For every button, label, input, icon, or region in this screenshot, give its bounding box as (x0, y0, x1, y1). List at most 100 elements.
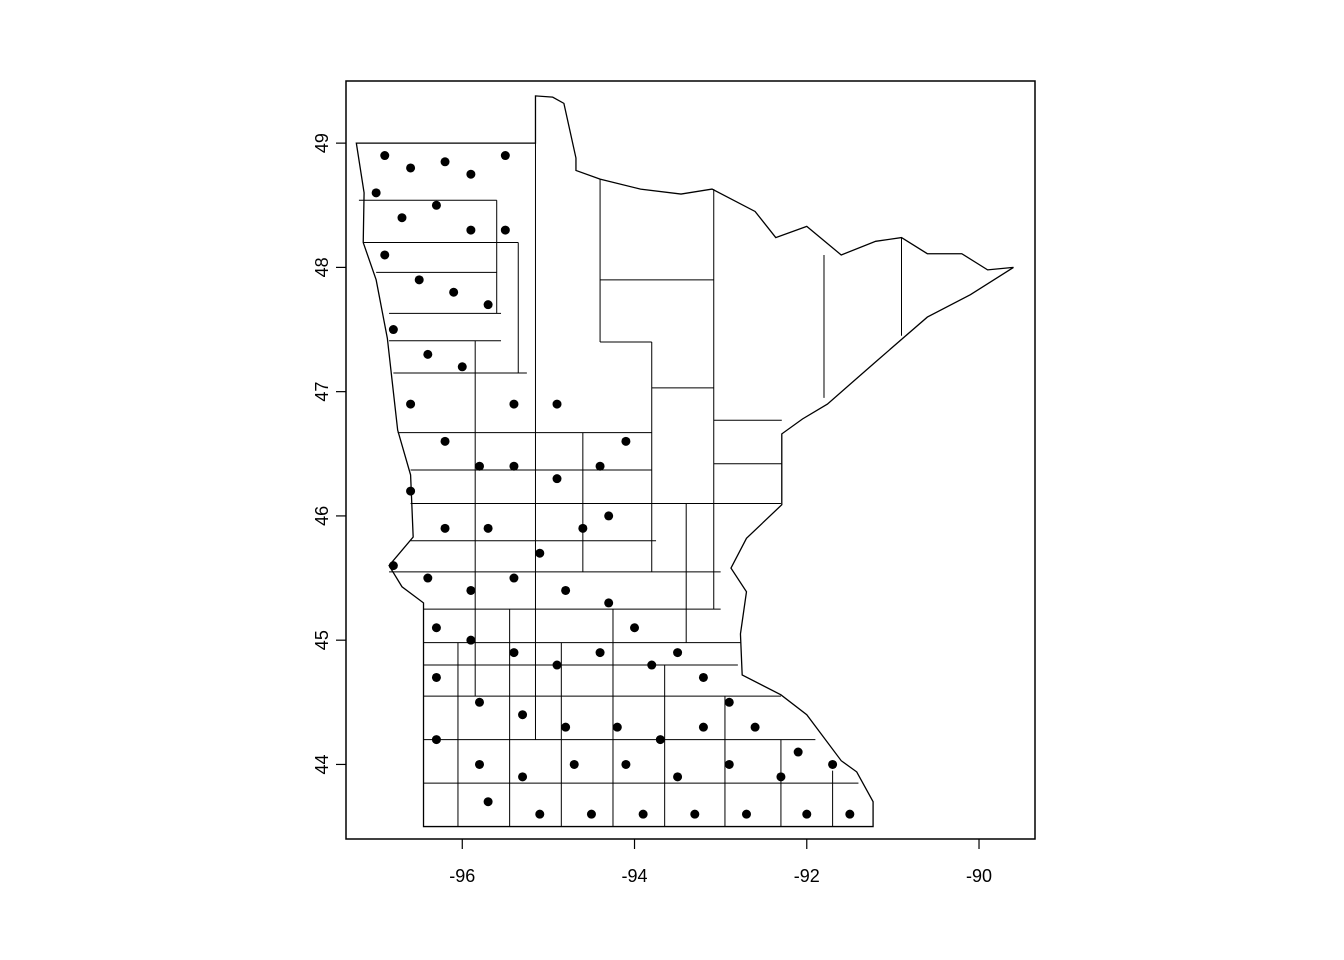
data-point (431, 623, 441, 633)
data-point (690, 809, 700, 819)
data-point (630, 623, 640, 633)
x-tick-label: -90 (966, 866, 992, 886)
data-point (569, 759, 579, 769)
state-outline (355, 95, 1014, 828)
data-point (380, 250, 390, 260)
data-point (621, 436, 631, 446)
y-tick-1: 44 (312, 754, 346, 774)
data-point (483, 797, 493, 807)
y-tick-2: 45 (312, 630, 346, 650)
data-point (440, 157, 450, 167)
data-point (509, 399, 519, 409)
data-point (431, 735, 441, 745)
data-point (518, 710, 528, 720)
y-tick-6: 49 (312, 133, 346, 153)
data-point (449, 287, 459, 297)
data-point (552, 660, 562, 670)
data-point (578, 523, 588, 533)
data-point (500, 225, 510, 235)
y-tick-5: 48 (312, 257, 346, 277)
data-point (500, 151, 510, 161)
data-point (380, 151, 390, 161)
data-point (741, 809, 751, 819)
data-point (440, 436, 450, 446)
data-point (509, 648, 519, 658)
data-point (845, 809, 855, 819)
data-point (406, 163, 416, 173)
y-tick-label: 45 (312, 630, 332, 650)
data-point (397, 213, 407, 223)
y-tick-label: 46 (312, 506, 332, 526)
data-point (535, 548, 545, 558)
data-point (552, 474, 562, 484)
data-point (423, 349, 433, 359)
data-point (698, 722, 708, 732)
data-point (612, 722, 622, 732)
x-tick-label: -94 (622, 866, 648, 886)
data-point (414, 275, 424, 285)
data-point (388, 325, 398, 335)
state-border (355, 95, 1014, 828)
y-tick-label: 49 (312, 133, 332, 153)
data-point (388, 561, 398, 571)
x-axis: -96 -94 -92 -90 (449, 839, 992, 886)
data-point (655, 735, 665, 745)
county-boundaries (358, 143, 903, 827)
data-point (750, 722, 760, 732)
plot-frame (345, 80, 1036, 840)
data-point (474, 697, 484, 707)
data-point (595, 648, 605, 658)
data-point (561, 722, 571, 732)
data-point (647, 660, 657, 670)
data-point (423, 573, 433, 583)
data-point (724, 759, 734, 769)
data-point (457, 362, 467, 372)
data-point (466, 585, 476, 595)
x-tick-label: -96 (449, 866, 475, 886)
x-tick-4: -90 (966, 839, 992, 886)
data-point (604, 598, 614, 608)
data-point (509, 461, 519, 471)
data-point (371, 188, 381, 198)
y-tick-4: 47 (312, 382, 346, 402)
data-point (621, 759, 631, 769)
y-tick-label: 47 (312, 382, 332, 402)
data-point (474, 461, 484, 471)
data-point (561, 585, 571, 595)
data-point (406, 399, 416, 409)
x-tick-2: -94 (622, 839, 648, 886)
data-point (406, 486, 416, 496)
data-point (483, 523, 493, 533)
data-point (535, 809, 545, 819)
data-point (466, 225, 476, 235)
data-point (586, 809, 596, 819)
data-point (776, 772, 786, 782)
data-point (431, 672, 441, 682)
data-point (440, 523, 450, 533)
y-tick-label: 48 (312, 257, 332, 277)
y-tick-3: 46 (312, 506, 346, 526)
data-point (698, 672, 708, 682)
x-tick-3: -92 (794, 839, 820, 886)
data-point (638, 809, 648, 819)
data-point (431, 200, 441, 210)
x-tick-label: -92 (794, 866, 820, 886)
data-point (828, 759, 838, 769)
data-point (802, 809, 812, 819)
data-point (604, 511, 614, 521)
data-point (518, 772, 528, 782)
data-point (552, 399, 562, 409)
data-point (466, 635, 476, 645)
data-point (474, 759, 484, 769)
data-point (793, 747, 803, 757)
y-axis: 44 45 46 47 48 49 (312, 133, 346, 774)
y-tick-label: 44 (312, 754, 332, 774)
data-point (673, 772, 683, 782)
data-points (371, 151, 855, 819)
data-point (483, 300, 493, 310)
data-point (509, 573, 519, 583)
data-point (724, 697, 734, 707)
data-point (595, 461, 605, 471)
data-point (466, 169, 476, 179)
